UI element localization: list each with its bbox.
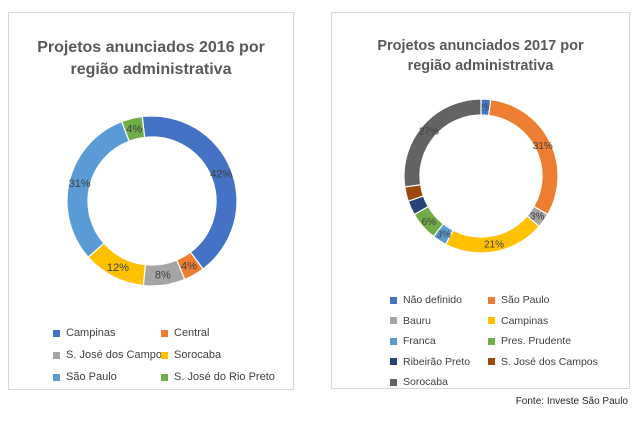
legend-item-campinas: Campinas [53, 327, 116, 339]
legend-label: Central [174, 327, 210, 339]
legend-item-sorocaba: Sorocaba [161, 349, 221, 361]
chart-title-2016: Projetos anunciados 2016 por região admi… [9, 37, 293, 81]
chart-title-2017: Projetos anunciados 2017 por região admi… [332, 36, 629, 76]
data-label-sorocaba: 27% [419, 126, 439, 137]
legend-label: São Paulo [66, 371, 117, 383]
legend-item-ribeirao-preto: Ribeirão Preto [390, 356, 470, 368]
legend-label: Pres. Prudente [501, 335, 572, 347]
donut-slice-sorocaba [403, 98, 482, 188]
chart-title-2017-line-2: região administrativa [407, 58, 554, 74]
legend-label: Franca [403, 335, 436, 347]
data-label-franca: 3% [436, 230, 451, 241]
legend-item-sorocaba: Sorocaba [390, 376, 448, 388]
legend-item-s-jose-do-rio-preto: S. José do Rio Preto [161, 371, 275, 383]
legend-label: São Paulo [501, 294, 550, 306]
legend-item-sao-paulo: São Paulo [53, 371, 117, 383]
legend-label: Sorocaba [403, 376, 448, 388]
legend-label: Ribeirão Preto [403, 355, 471, 368]
donut-slice-s-jose-do-rio-preto [120, 115, 146, 142]
legend-item-pres-prudente: Pres. Prudente [488, 335, 571, 347]
legend-label: Bauru [403, 314, 432, 327]
legend-swatch [161, 351, 168, 359]
legend-item-s-jose-dos-campos: S. José dos Campos [488, 356, 598, 368]
legend-swatch [390, 317, 397, 324]
data-label-s-jose-do-rio-preto: 4% [126, 124, 142, 136]
data-label-sao-paulo: 31% [69, 178, 91, 190]
legend-swatch [53, 329, 60, 337]
legend-swatch [161, 329, 168, 337]
chart-panel-2017: Projetos anunciados 2017 por região admi… [331, 12, 630, 389]
data-label-campinas: 21% [484, 239, 504, 250]
data-label-bauru: 3% [530, 212, 545, 223]
legend-label: S. José do Rio Preto [174, 371, 275, 383]
data-label-pres-prudente: 6% [422, 217, 437, 228]
legend-label: Não definido [403, 294, 462, 306]
legend-swatch [53, 351, 60, 359]
legend-swatch [390, 378, 397, 386]
legend-label: Sorocaba [174, 349, 222, 361]
legend-label: S. José dos Campos [501, 355, 598, 368]
donut-chart-2017: 2% 31% 3% 21% 3% 6% 27% [403, 98, 559, 254]
data-label-nao-definido: 2% [478, 103, 493, 114]
data-label-sorocaba: 12% [107, 262, 129, 274]
source-note: Fonte: Investe São Paulo [515, 396, 628, 407]
data-label-s-jose-dos-campos: 8% [155, 270, 171, 282]
legend-label: S. José dos Campos [66, 349, 168, 361]
donut-slice-campinas [141, 115, 238, 270]
legend-swatch [161, 373, 168, 381]
donut-slice-sao-paulo [488, 98, 559, 216]
legend-item-franca: Franca [390, 335, 436, 347]
legend-label: Campinas [501, 314, 549, 327]
legend-item-bauru: Bauru [390, 315, 431, 327]
legend-swatch [488, 337, 495, 345]
legend-swatch [53, 373, 60, 381]
legend-swatch [488, 317, 495, 324]
data-label-campinas: 42% [210, 168, 232, 180]
legend-item-sao-paulo: São Paulo [488, 294, 549, 306]
legend-swatch [488, 296, 495, 304]
legend-item-s-jose-dos-campos: S. José dos Campos [53, 349, 168, 361]
donut-chart-2016: 42% 4% 8% 12% 31% 4% [66, 115, 238, 287]
data-label-sao-paulo: 31% [533, 141, 553, 152]
legend-item-central: Central [161, 327, 209, 339]
chart-title-2016-line-1: Projetos anunciados 2016 por [37, 39, 265, 56]
chart-title-2016-line-2: região administrativa [70, 61, 232, 78]
chart-title-2017-line-1: Projetos anunciados 2017 por [377, 38, 584, 54]
legend-swatch [390, 296, 397, 304]
legend-swatch [390, 337, 397, 345]
legend-item-campinas: Campinas [488, 315, 548, 327]
legend-label: Campinas [66, 327, 116, 339]
data-label-central: 4% [181, 261, 197, 273]
chart-panel-2016: Projetos anunciados 2016 por região admi… [8, 12, 294, 390]
legend-swatch [390, 358, 397, 365]
legend-item-nao-definido: Não definido [390, 294, 462, 306]
legend-swatch [488, 358, 495, 365]
